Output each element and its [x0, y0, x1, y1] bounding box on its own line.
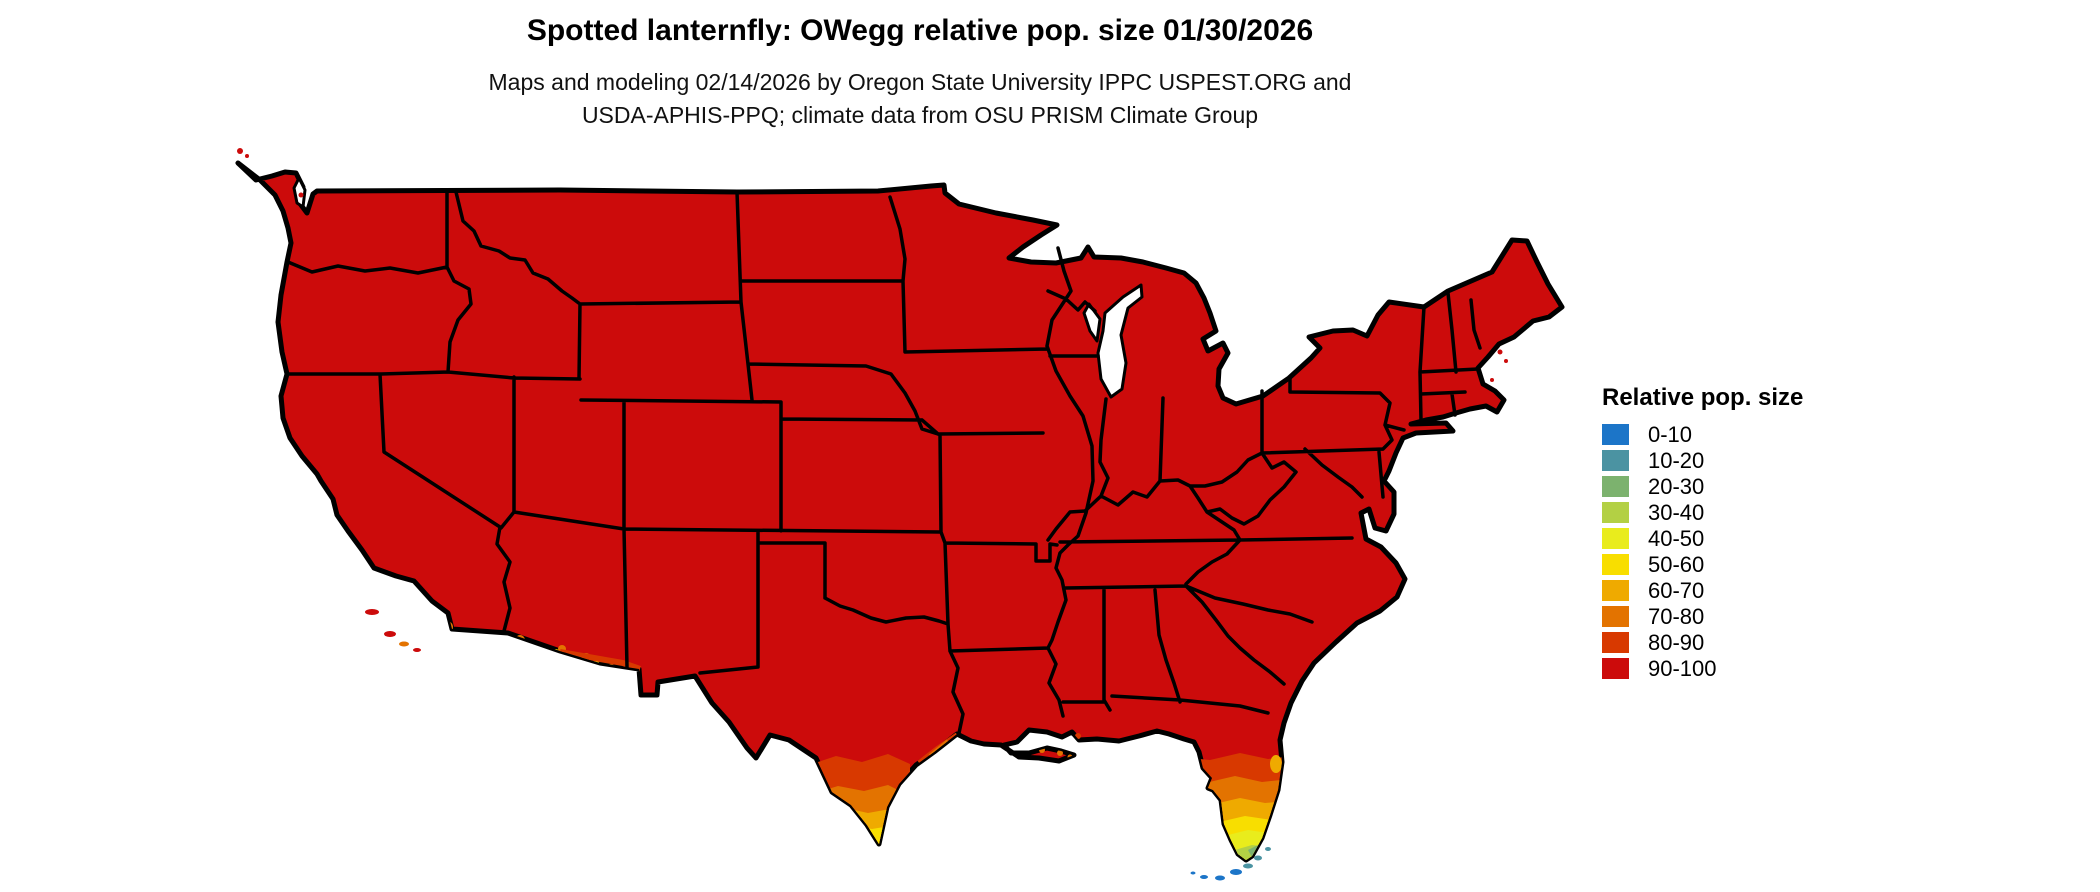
legend-label: 10-20	[1648, 447, 1705, 473]
figure-header: Spotted lanternfly: OWegg relative pop. …	[0, 14, 1840, 133]
offshore-islands	[237, 148, 1508, 881]
legend-label: 30-40	[1648, 499, 1705, 525]
subtitle-line-1: Maps and modeling 02/14/2026 by Oregon S…	[488, 69, 1352, 95]
legend-row: 30-40	[1602, 499, 1803, 525]
legend-label: 20-30	[1648, 473, 1705, 499]
legend-label: 60-70	[1648, 577, 1705, 603]
lake-green-bay	[1082, 302, 1102, 343]
legend-swatch-20-30	[1602, 476, 1629, 497]
legend-row: 50-60	[1602, 551, 1803, 577]
legend-title: Relative pop. size	[1602, 384, 1804, 411]
legend-swatch-50-60	[1602, 554, 1629, 575]
legend-label: 70-80	[1648, 603, 1705, 629]
legend-swatch-60-70	[1602, 580, 1629, 601]
legend-row: 20-30	[1602, 473, 1803, 499]
legend-swatch-10-20	[1602, 450, 1629, 471]
legend-label: 90-100	[1648, 655, 1717, 681]
legend-row: 70-80	[1602, 603, 1803, 629]
legend-swatch-40-50	[1602, 528, 1629, 549]
state-borders	[285, 190, 1482, 735]
gradient-florida	[1170, 753, 1300, 860]
legend-swatch-30-40	[1602, 502, 1629, 523]
legend-swatch-0-10	[1602, 424, 1629, 445]
legend-row: 40-50	[1602, 525, 1803, 551]
legend-swatch-80-90	[1602, 632, 1629, 653]
legend-row: 10-20	[1602, 447, 1803, 473]
puget-sound	[292, 176, 307, 209]
legend-label: 50-60	[1648, 551, 1705, 577]
subtitle-line-2: USDA-APHIS-PPQ; climate data from OSU PR…	[581, 102, 1259, 129]
legend-label: 80-90	[1648, 629, 1705, 655]
legend-row: 60-70	[1602, 577, 1803, 603]
legend-swatch-90-100	[1602, 658, 1629, 679]
legend-swatch-70-80	[1602, 606, 1629, 627]
legend-row: 90-100	[1602, 655, 1803, 681]
nation-outline	[235, 160, 1565, 863]
lake-michigan	[1096, 283, 1144, 399]
legend-label: 40-50	[1648, 525, 1705, 551]
legend: Relative pop. size 0-10 10-20 20-30 30-4…	[1602, 384, 1803, 684]
legend-row: 80-90	[1602, 629, 1803, 655]
page-title: Spotted lanternfly: OWegg relative pop. …	[526, 14, 1314, 47]
legend-label: 0-10	[1648, 421, 1693, 447]
legend-row: 0-10	[1602, 421, 1803, 447]
